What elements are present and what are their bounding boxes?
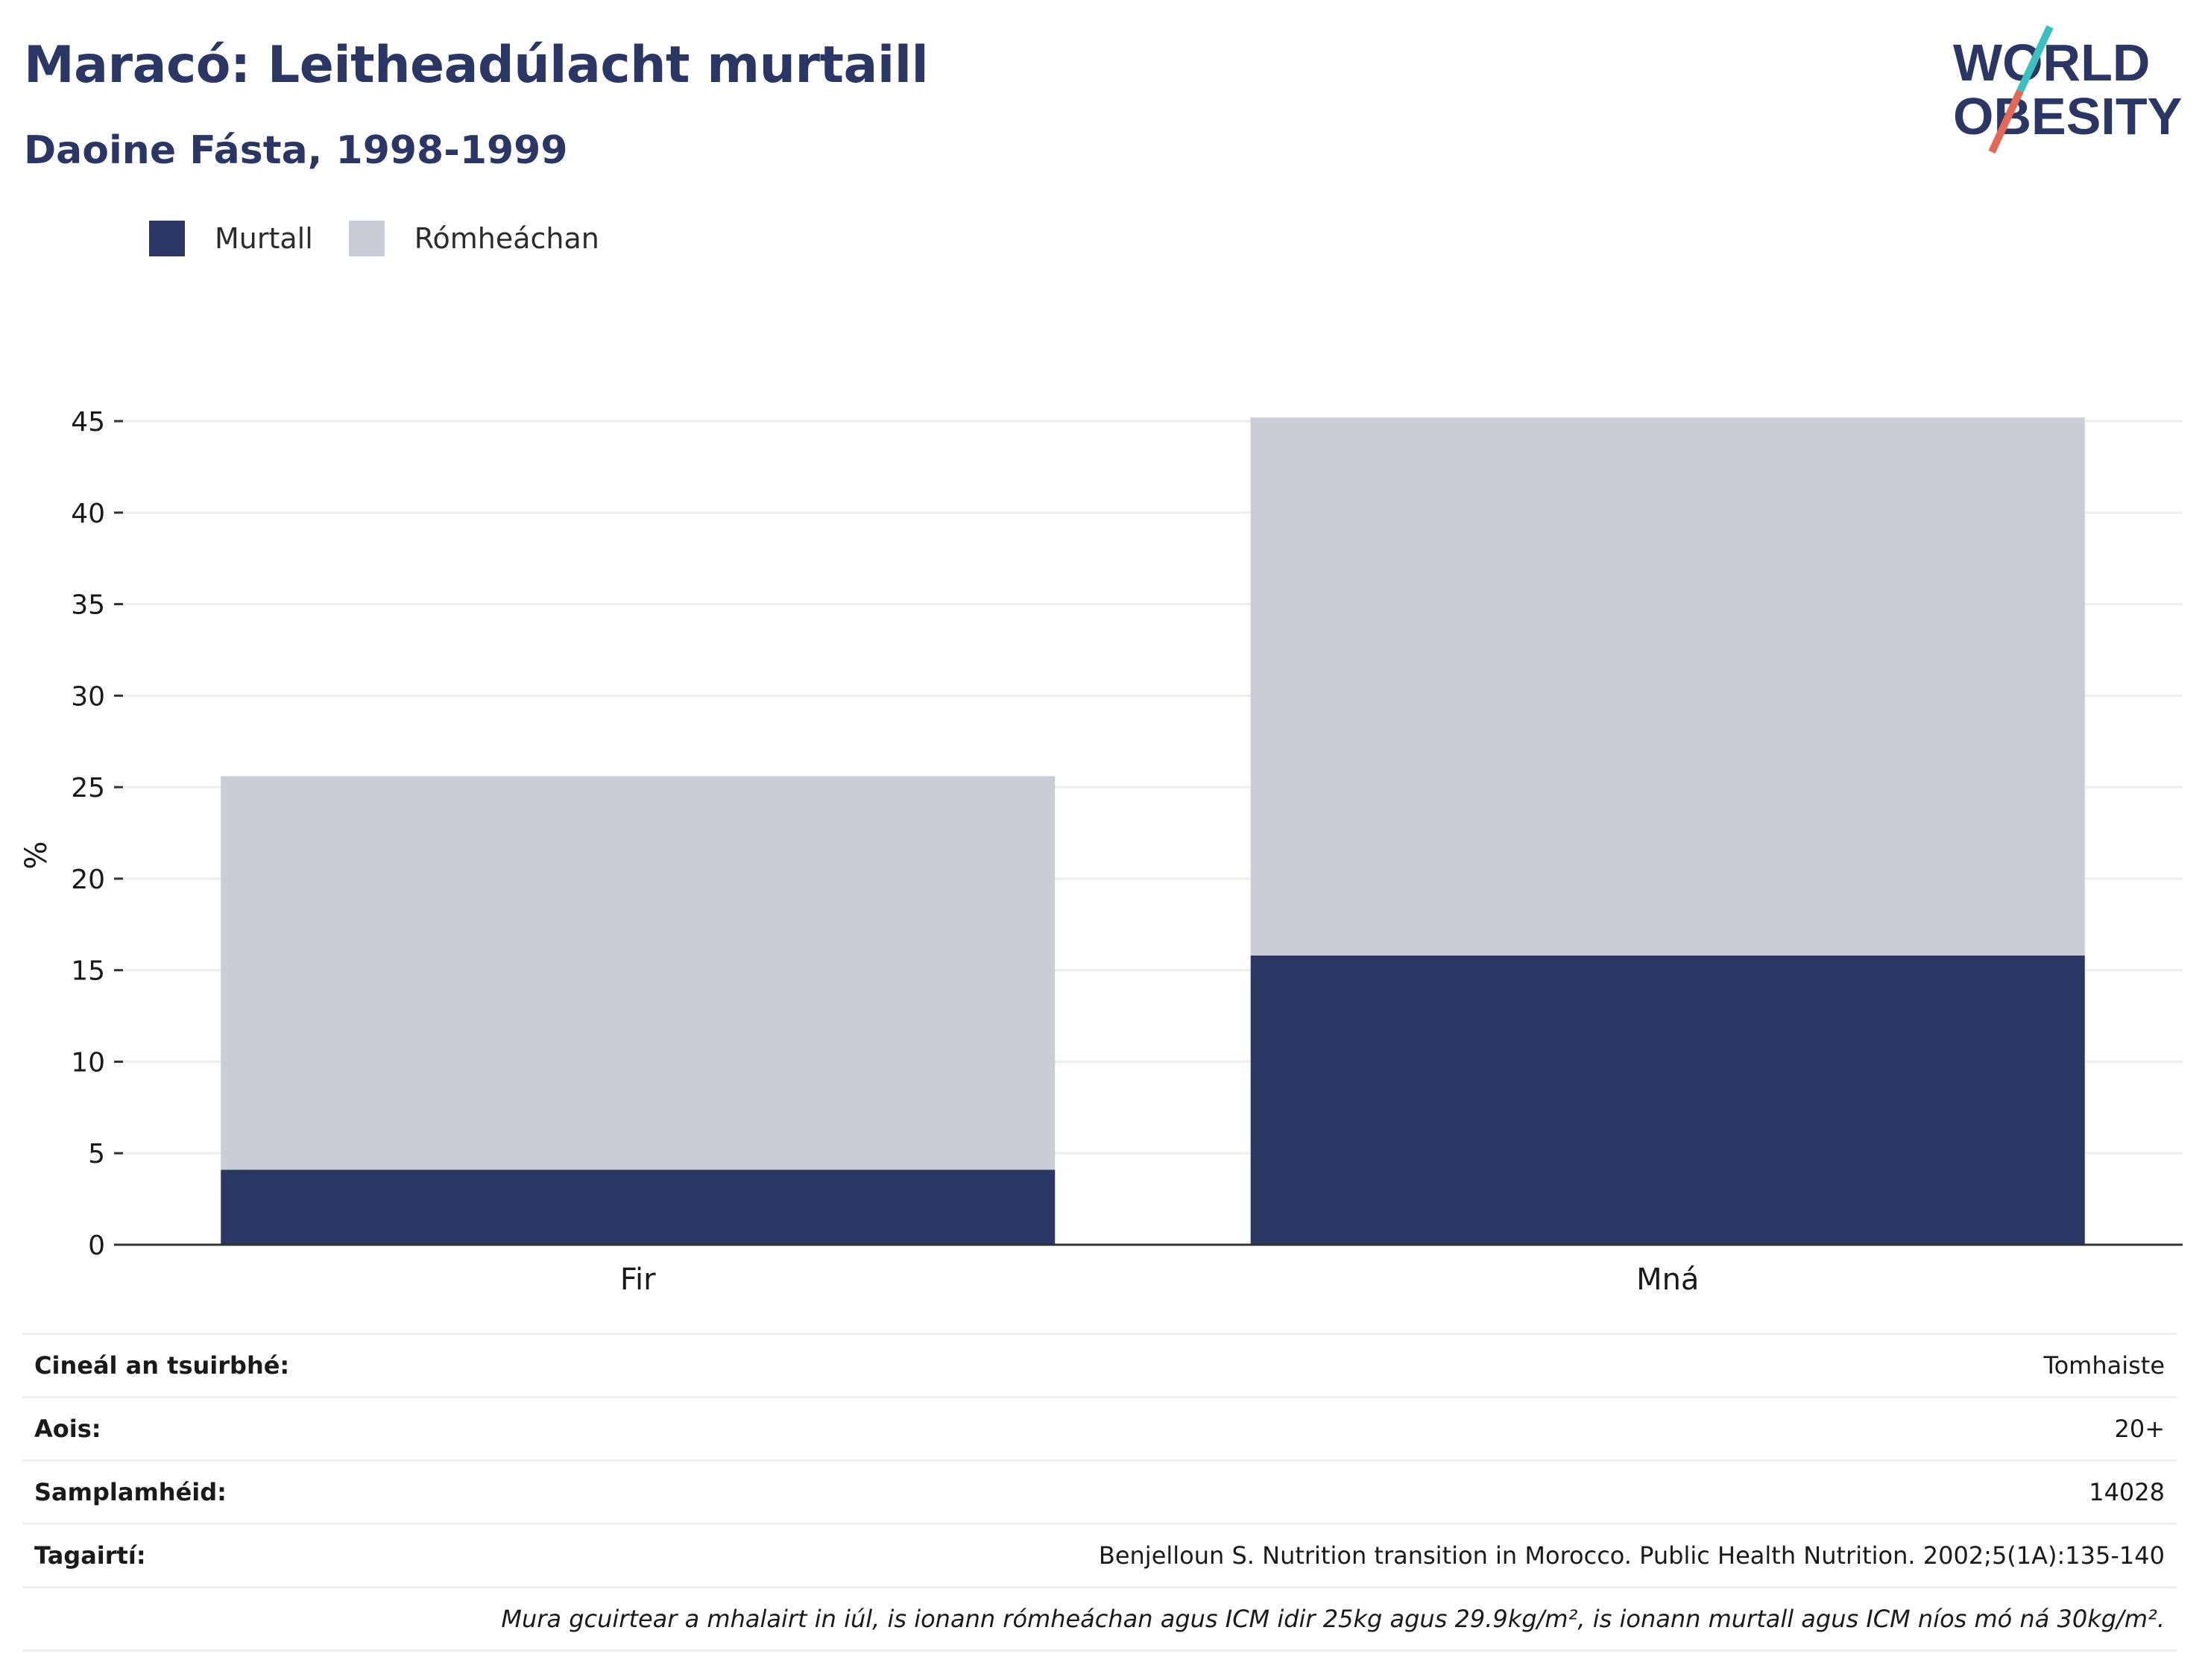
info-row-sample-size: Samplamhéid: 14028 <box>22 1459 2177 1523</box>
logo-slash-teal <box>2016 25 2054 93</box>
legend-swatch-obese <box>149 221 185 256</box>
y-tick-label: 10 <box>71 1047 105 1078</box>
info-row-references: Tagairtí: Benjelloun S. Nutrition transi… <box>22 1523 2177 1586</box>
legend-label-overweight: Rómheáchan <box>414 222 599 255</box>
y-tick-label: 35 <box>71 590 105 621</box>
info-value: Benjelloun S. Nutrition transition in Mo… <box>1098 1541 2165 1570</box>
x-tick-label: Fir <box>620 1263 656 1297</box>
legend-label-obese: Murtall <box>215 222 313 255</box>
y-tick-label: 30 <box>71 681 105 712</box>
y-tick-label: 20 <box>71 865 105 895</box>
bar-segment <box>221 1169 1056 1245</box>
info-value: Tomhaiste <box>2043 1351 2165 1380</box>
info-label: Samplamhéid: <box>34 1478 227 1506</box>
world-obesity-logo: WORLD OBESITY <box>1953 25 2182 154</box>
definition-note: Mura gcuirtear a mhalairt in iúl, is ion… <box>22 1586 2177 1652</box>
stacked-bar-chart: 0 5 10 15 20 25 30 35 40 45% Fir Mná <box>19 407 2183 1297</box>
y-tick-label: 40 <box>71 499 105 529</box>
legend-item-overweight[interactable]: Rómheáchan <box>348 221 599 256</box>
legend: Murtall Rómheáchan <box>149 221 635 256</box>
logo-slash-red <box>1988 89 2024 154</box>
info-label: Cineál an tsuirbhé: <box>34 1351 290 1380</box>
info-value: 20+ <box>2114 1415 2165 1443</box>
y-tick-label: 5 <box>88 1139 105 1169</box>
info-value: 14028 <box>2089 1478 2165 1506</box>
info-row-survey-type: Cineál an tsuirbhé: Tomhaiste <box>22 1333 2177 1396</box>
legend-swatch-overweight <box>348 221 385 256</box>
y-axis-label: % <box>19 841 54 869</box>
chart-subtitle: Daoine Fásta, 1998-1999 <box>24 128 568 173</box>
bar-segment <box>1250 956 2085 1245</box>
survey-info-table: Cineál an tsuirbhé: Tomhaiste Aois: 20+ … <box>22 1333 2177 1652</box>
logo-line1: WORLD <box>1953 34 2150 92</box>
legend-item-obese[interactable]: Murtall <box>149 221 313 256</box>
y-tick-label: 15 <box>71 956 105 987</box>
y-tick-label: 0 <box>88 1231 105 1261</box>
y-tick-label: 25 <box>71 773 105 803</box>
y-tick-label: 45 <box>71 407 105 438</box>
info-label: Aois: <box>34 1415 101 1443</box>
logo-line2: OBESITY <box>1953 87 2182 145</box>
x-tick-label: Mná <box>1636 1263 1699 1297</box>
info-label: Tagairtí: <box>34 1541 146 1570</box>
info-row-age: Aois: 20+ <box>22 1396 2177 1459</box>
chart-title: Maracó: Leitheadúlacht murtaill <box>24 36 929 95</box>
bar-segment <box>1250 417 2085 956</box>
bar-segment <box>221 776 1056 1170</box>
